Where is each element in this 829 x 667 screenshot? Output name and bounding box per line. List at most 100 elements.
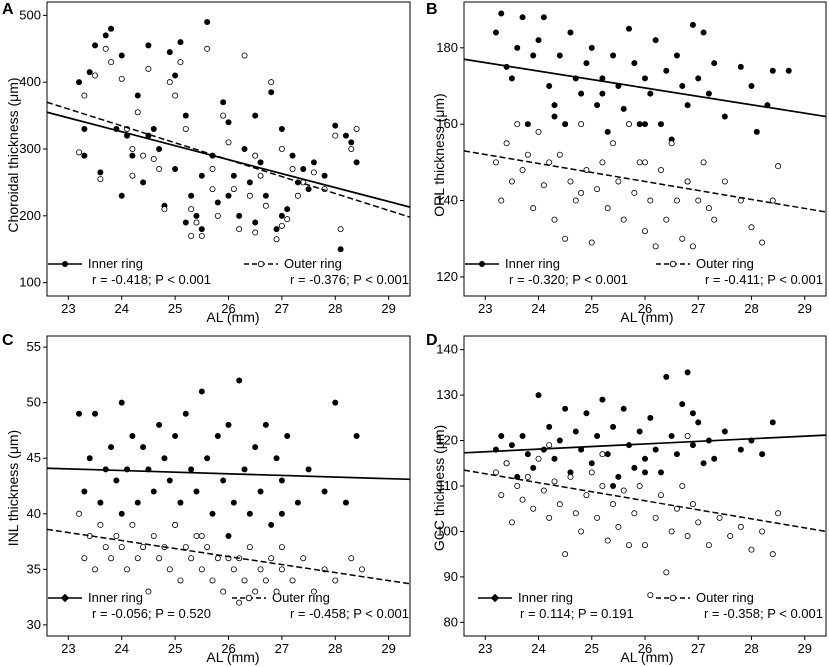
panel-b-outer-point [657, 166, 664, 173]
panel-b-legend-outer-label: Outer ring [696, 256, 754, 271]
panel-b-stat-outer: r = -0.411; P < 0.001 [705, 272, 823, 287]
panel-a-outer-point [225, 139, 232, 146]
panel-a-outer-point [310, 169, 317, 176]
panel-a-inner-point [252, 219, 259, 226]
panel-d-inner-point [508, 442, 515, 449]
panel-d-outer-point [769, 551, 776, 558]
panel-c-inner-point [76, 410, 83, 417]
panel-a-letter: A [2, 1, 14, 18]
panel-a-inner-point [214, 199, 221, 206]
panel-a-outer-point [278, 222, 285, 229]
panel-d-stat-inner: r = 0.114; P = 0.191 [520, 606, 634, 621]
panel-a-inner-point [118, 192, 125, 199]
panel-d-outer-point [673, 505, 680, 512]
panel-b-outer-point [642, 159, 649, 166]
panel-c-inner-point [305, 466, 312, 473]
panel-b-xtick-label: 26 [638, 301, 652, 316]
panel-c-inner-point [86, 455, 93, 462]
panel-b-outer-point [673, 197, 680, 204]
panel-b-inner-point [610, 52, 617, 59]
panel-c-inner-point [241, 466, 248, 473]
panel-c-inner-point [150, 488, 157, 495]
panel-c-inner-point [81, 488, 88, 495]
panel-b-xtick-label: 28 [744, 301, 758, 316]
panel-d-outer-point [775, 510, 782, 517]
panel-c-legend-inner-label: Inner ring [88, 590, 143, 605]
panel-a-outer-fit-line [46, 101, 411, 218]
panel-a-inner-point [332, 122, 339, 129]
panel-c-outer-point [348, 555, 355, 562]
panel-a-outer-point [198, 232, 205, 239]
panel-a-outer-point [337, 226, 344, 233]
panel-b-outer-point [652, 243, 659, 250]
panel-c-inner-fit-line [46, 467, 411, 481]
panel-a-ylabel: Choroidal thickness (μm) [5, 77, 21, 232]
panel-a-frame [46, 1, 411, 297]
panel-b-xlabel: AL (mm) [620, 309, 673, 325]
panel-d-inner-point [737, 446, 744, 453]
panel-a-outer-point [294, 192, 301, 199]
panel-a-outer-point [332, 132, 339, 139]
panel-d-inner-point [641, 469, 648, 476]
panel-c-outer-point [241, 577, 248, 584]
panel-b-outer-point [492, 159, 499, 166]
panel-b-inner-point [626, 25, 633, 32]
panel-c-inner-point [204, 455, 211, 462]
panel-d-inner-point [588, 460, 595, 467]
panel-d-legend-inner-label: Inner ring [518, 590, 573, 605]
panel-b-inner-point [578, 90, 585, 97]
panel-a-inner-point [81, 125, 88, 132]
panel-a-stat-outer: r = -0.376; P < 0.001 [290, 272, 409, 287]
panel-a-inner-point [268, 89, 275, 96]
panel-a-outer-point [76, 149, 83, 156]
panel-d-inner-point [684, 369, 691, 376]
panel-b-inner-point [636, 121, 643, 128]
panel-a-inner-point [193, 212, 200, 219]
panel-d-outer-point [684, 533, 691, 540]
panel-a-inner-point [230, 172, 237, 179]
panel-b-ytick-label: 120 [436, 269, 458, 284]
panel-a-inner-point [262, 192, 269, 199]
panel-c-outer-point [262, 577, 269, 584]
panel-a-xtick-label: 25 [168, 301, 182, 316]
panel-c-inner-point [332, 399, 339, 406]
panel-b-inner-point [567, 29, 574, 36]
panel-a-outer-point [193, 219, 200, 226]
panel-a-outer-point [278, 145, 285, 152]
panel-c-outer-point [150, 533, 157, 540]
panel-a-outer-point [118, 75, 125, 82]
panel-b-inner-point [540, 14, 547, 21]
panel-b-outer-point [695, 197, 702, 204]
panel-c-ytick-label: 50 [27, 395, 41, 410]
panel-b-inner-point [530, 52, 537, 59]
panel-b-inner-point [524, 121, 531, 128]
panel-d-legend: Inner ring r = 0.114; P = 0.191 Outer ri… [478, 590, 823, 621]
panel-a-legend-marker-outer [257, 260, 265, 268]
panel-c-inner-point [118, 510, 125, 517]
panel-b-outer-point [604, 205, 611, 212]
panel-a-inner-point [102, 32, 109, 39]
panel-d-ytick-label: 90 [444, 569, 458, 584]
panel-b-outer-point [556, 151, 563, 158]
panel-a-outer-point [268, 79, 275, 86]
panel-c-inner-point [321, 488, 328, 495]
panel-d-outer-point [705, 542, 712, 549]
panel-c-outer-point [204, 544, 211, 551]
panel-a-inner-point [289, 152, 296, 159]
panel-b-outer-point [567, 178, 574, 185]
panel-b-legend: Inner ring r = -0.320; P < 0.001 Outer r… [465, 256, 823, 287]
panel-b-outer-point [705, 205, 712, 212]
panel-a-inner-point [134, 92, 141, 99]
panel-a-outer-point [246, 192, 253, 199]
panel-a-outer-point [156, 166, 163, 173]
panel-b-inner-point [684, 102, 691, 109]
panel-b-ytick-label: 140 [436, 193, 458, 208]
panel-c-outer-point [145, 588, 152, 595]
panel-b-legend-inner-label: Inner ring [505, 256, 560, 271]
panel-b-outer-point [578, 189, 585, 196]
panel-d-legend-outer-label: Outer ring [696, 590, 754, 605]
panel-b-inner-point [599, 90, 606, 97]
panel-c-inner-point [129, 432, 136, 439]
panel-d-ytick-label: 130 [436, 387, 458, 402]
